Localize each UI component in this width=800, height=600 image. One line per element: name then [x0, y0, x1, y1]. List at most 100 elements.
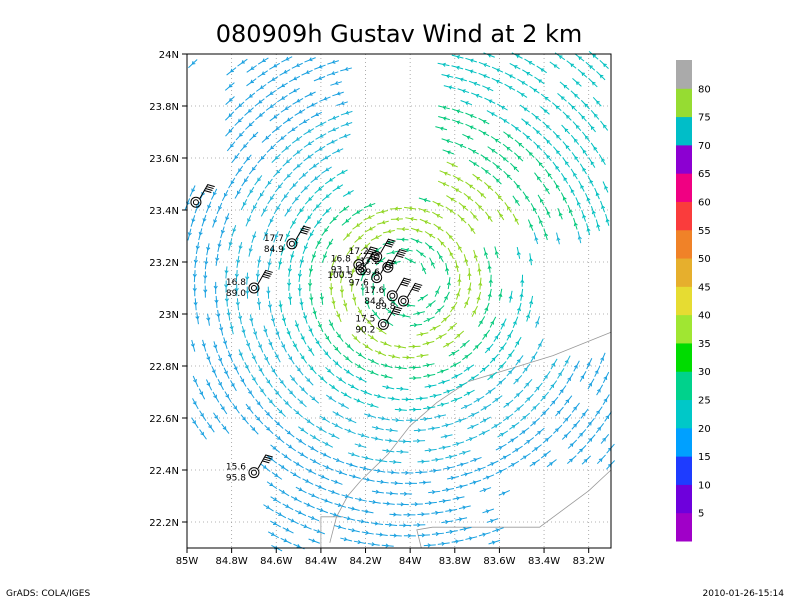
obs-barb-flag: [395, 307, 402, 309]
obs-barb-flag: [266, 270, 273, 272]
y-tick-label: 23.4N: [149, 206, 179, 217]
colorbar-swatch: [676, 117, 692, 146]
colorbar: 5101520253035404550556065707580: [676, 60, 711, 542]
x-tick-label: 83.8W: [439, 556, 471, 567]
obs-barb-flag: [205, 189, 212, 191]
obs-marker-inner: [401, 299, 406, 304]
wind-chart: 080909h Gustav Wind at 2 km 17.784.916.8…: [0, 0, 800, 600]
obs-marker-inner: [289, 241, 294, 246]
obs-barb-flag: [369, 249, 376, 251]
obs-marker-inner: [390, 293, 395, 298]
obs-marker: [249, 468, 259, 478]
colorbar-swatch: [676, 230, 692, 259]
colorbar-label: 45: [698, 282, 711, 293]
coastline-south: [417, 470, 611, 548]
colorbar-swatch: [676, 513, 692, 542]
obs-barb-flag: [263, 459, 270, 461]
x-tick-label: 83.2W: [573, 556, 605, 567]
obs-marker-inner: [251, 286, 256, 291]
y-tick-label: 22.4N: [149, 466, 179, 477]
colorbar-label: 55: [698, 226, 711, 237]
colorbar-swatch: [676, 258, 692, 287]
obs-marker-inner: [381, 322, 386, 327]
obs-barb-flag: [413, 287, 420, 289]
obs-barb-flag: [414, 285, 421, 287]
colorbar-label: 30: [698, 367, 711, 378]
colorbar-swatch: [676, 456, 692, 485]
y-tick-label: 22.6N: [149, 414, 179, 425]
obs-label-lower: 84.9: [264, 245, 284, 255]
obs-barb-flag: [262, 461, 269, 463]
obs-barb-flag: [401, 284, 408, 286]
footer-right: 2010-01-26-15:14: [703, 589, 785, 599]
colorbar-label: 75: [698, 113, 711, 124]
y-axis-ticks: 22.2N22.4N22.6N22.8N23N23.2N23.4N23.6N23…: [149, 50, 187, 529]
observations: 17.784.916.889.016.893.1100.517.217.289.…: [191, 184, 422, 483]
obs-label-upper: 17.5: [355, 314, 375, 324]
x-tick-label: 84.6W: [260, 556, 292, 567]
colorbar-label: 35: [698, 339, 711, 350]
colorbar-label: 20: [698, 424, 711, 435]
x-tick-label: 84.2W: [349, 556, 381, 567]
obs-barb-flag: [263, 274, 270, 276]
colorbar-swatch: [676, 286, 692, 315]
y-tick-label: 24N: [159, 50, 179, 61]
colorbar-label: 50: [698, 254, 711, 265]
obs-barb-flag: [403, 280, 410, 282]
x-tick-label: 83.6W: [483, 556, 515, 567]
x-tick-label: 85W: [176, 556, 199, 567]
colorbar-swatch: [676, 371, 692, 400]
x-tick-label: 84W: [399, 556, 422, 567]
obs-barb-flag: [412, 289, 419, 291]
obs-marker: [387, 291, 397, 301]
colorbar-label: 70: [698, 141, 711, 152]
colorbar-swatch: [676, 428, 692, 457]
colorbar-swatch: [676, 315, 692, 344]
obs-barb-flag: [415, 283, 422, 285]
obs-marker-inner: [251, 470, 256, 475]
x-axis-ticks: 85W 84.8W 84.6W 84.4W 84.2W 84W 83.8W 83.6W 83.4…: [176, 548, 605, 567]
y-tick-label: 22.2N: [149, 518, 179, 529]
obs-marker-inner: [193, 200, 198, 205]
obs-label-upper: 15.6: [226, 463, 246, 473]
obs-label-lower: 89.0: [226, 289, 246, 299]
colorbar-swatch: [676, 88, 692, 117]
obs-barb-flag: [304, 226, 311, 228]
x-tick-label: 83.4W: [528, 556, 560, 567]
colorbar-label: 65: [698, 169, 711, 180]
colorbar-swatch: [676, 343, 692, 372]
obs-barb-flag: [265, 272, 272, 274]
colorbar-label: 80: [698, 84, 711, 95]
obs-barb-flag: [262, 276, 269, 278]
x-tick-label: 84.8W: [216, 556, 248, 567]
obs-label-upper: 17.2: [360, 257, 380, 267]
colorbar-swatch: [676, 201, 692, 230]
obs-barb-flag: [402, 282, 409, 284]
obs-barb-flag: [397, 254, 404, 256]
obs-barb-flag: [207, 187, 214, 189]
obs-barb-flag: [300, 232, 307, 234]
obs-barb-flag: [208, 185, 215, 187]
y-tick-label: 22.8N: [149, 362, 179, 373]
footer-left: GrADS: COLA/IGES: [6, 589, 90, 599]
coastline-west: [321, 517, 343, 548]
obs-barb-flag: [398, 252, 405, 254]
colorbar-swatch: [676, 484, 692, 513]
y-tick-label: 23.2N: [149, 258, 179, 269]
obs-label-upper: 16.8: [226, 278, 246, 288]
obs-barb-flag: [385, 266, 392, 268]
obs-label-upper: 17.6: [364, 286, 384, 296]
obs-label-lower: 95.8: [226, 474, 246, 484]
colorbar-label: 15: [698, 452, 711, 463]
obs-label-upper: 17.2: [349, 247, 369, 257]
obs-label-lower: 90.2: [355, 325, 375, 335]
y-tick-label: 23.8N: [149, 102, 179, 113]
colorbar-label: 5: [698, 509, 704, 520]
colorbar-label: 40: [698, 311, 711, 322]
y-tick-label: 23N: [159, 310, 179, 321]
colorbar-swatch: [676, 145, 692, 174]
colorbar-swatch: [676, 400, 692, 429]
obs-label-lower: 89.6: [360, 268, 380, 278]
obs-barb-flag: [204, 191, 211, 193]
obs-barb-flag: [371, 247, 378, 249]
